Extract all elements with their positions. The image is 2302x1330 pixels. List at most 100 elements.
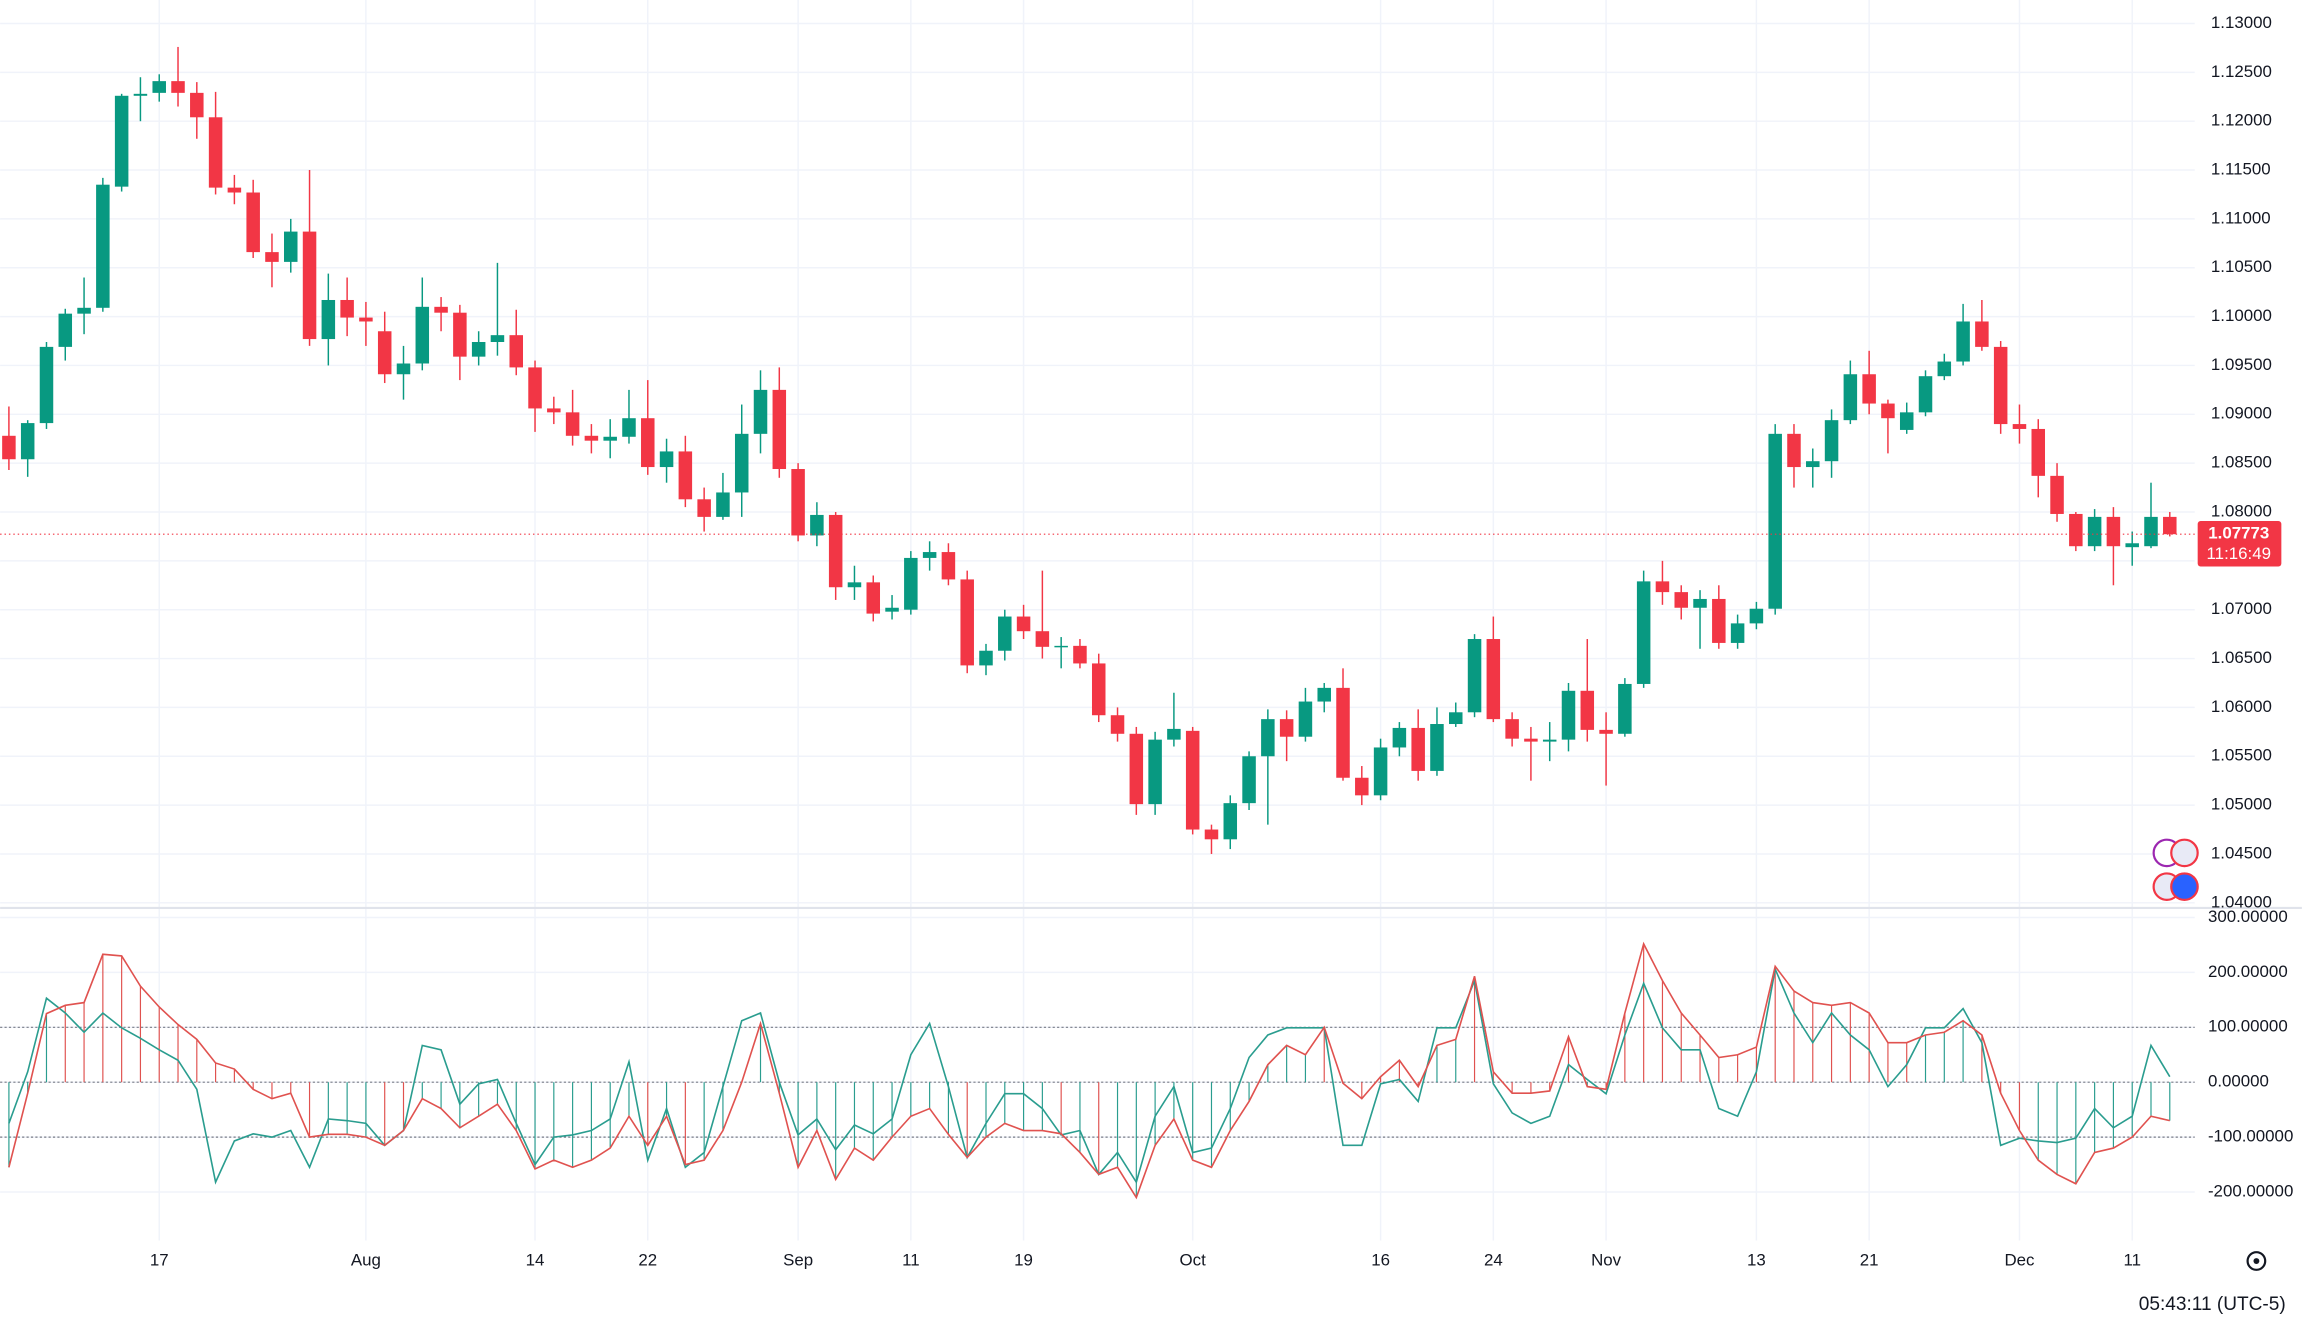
last-price-tag <box>2197 520 2282 567</box>
candle-body <box>2125 543 2139 548</box>
candle-body <box>1749 608 1764 624</box>
candle-body <box>1937 361 1952 377</box>
candle-body <box>1317 687 1331 702</box>
candle-body <box>1918 376 1933 413</box>
candle-body <box>1730 623 1745 643</box>
candle-body <box>1599 729 1613 734</box>
y-tick-label: 1.04000 <box>2211 892 2272 911</box>
x-tick-label: Sep <box>783 1250 813 1269</box>
candle-body <box>678 451 693 500</box>
candle-body <box>1636 581 1651 684</box>
candle-body <box>659 451 674 468</box>
candle-body <box>58 313 73 347</box>
candle-body <box>2 435 16 460</box>
candle-body <box>321 299 336 340</box>
candle-body <box>1768 433 1782 609</box>
candle-body <box>960 579 974 666</box>
x-tick-label: Nov <box>1591 1250 1622 1269</box>
candle-body <box>1355 777 1369 796</box>
x-tick-label: 19 <box>1014 1250 1033 1269</box>
candle-body <box>1524 738 1538 742</box>
y-tick-label: 1.12500 <box>2211 62 2272 81</box>
candle-body <box>471 341 486 357</box>
y-tick-label: 1.10500 <box>2211 257 2272 276</box>
candle-body <box>1054 645 1068 648</box>
gear-icon[interactable] <box>2246 1251 2267 1271</box>
x-tick-label: Aug <box>351 1250 381 1269</box>
flag-icon[interactable] <box>2170 872 2199 901</box>
y-tick-label: 1.12000 <box>2211 111 2272 130</box>
candle-body <box>828 514 843 588</box>
y-tick-label: 300.00000 <box>2208 907 2288 926</box>
candle-body <box>1298 701 1313 737</box>
candle-body <box>1373 747 1388 796</box>
candle-body <box>1542 739 1557 742</box>
x-tick-label: 17 <box>150 1250 169 1269</box>
candle-body <box>1787 433 1801 468</box>
y-tick-label: -100.00000 <box>2208 1127 2293 1146</box>
candle-body <box>415 306 430 364</box>
candle-body <box>641 418 655 468</box>
candle-body <box>998 616 1012 651</box>
candle-body <box>922 552 937 558</box>
candle-body <box>453 312 467 357</box>
candle-body <box>1392 727 1407 748</box>
candle-body <box>622 418 636 437</box>
y-tick-label: 200.00000 <box>2208 962 2288 981</box>
candle-body <box>1336 687 1350 778</box>
candle-body <box>1185 730 1200 830</box>
y-tick-label: 1.04500 <box>2211 843 2272 862</box>
candle-body <box>359 317 373 322</box>
candle-body <box>1712 598 1726 643</box>
candle-body <box>490 335 505 342</box>
candle-body <box>716 492 730 517</box>
candle-body <box>509 335 523 368</box>
y-tick-label: 1.13000 <box>2211 13 2272 32</box>
x-tick-label: Dec <box>2004 1250 2034 1269</box>
candle-body <box>734 433 749 493</box>
candle-body <box>1467 639 1482 713</box>
clock: 05:43:11 (UTC-5) <box>2139 1294 2286 1315</box>
candle-body <box>697 499 711 517</box>
candle-body <box>396 363 411 375</box>
candle-body <box>2031 428 2046 476</box>
candle-body <box>114 95 129 187</box>
flag-icon[interactable] <box>2170 838 2199 868</box>
candle-body <box>2069 513 2083 547</box>
candle-body <box>1411 727 1425 771</box>
candle-body <box>284 231 298 262</box>
candle-body <box>753 389 768 434</box>
candle-body <box>434 306 448 313</box>
candle-body <box>1806 461 1820 468</box>
candle-body <box>1618 683 1632 734</box>
candle-body <box>1486 639 1501 720</box>
y-tick-label: 1.08000 <box>2211 501 2272 520</box>
candle-body <box>2087 516 2102 547</box>
candle-body <box>96 184 110 308</box>
gear-center <box>2253 1258 2260 1264</box>
candle-body <box>1242 756 1256 804</box>
candle-body <box>791 469 805 536</box>
candle-body <box>904 557 918 610</box>
candle-body <box>528 367 542 409</box>
candle-body <box>1824 420 1839 462</box>
candle-body <box>1993 346 2008 425</box>
candle-body <box>1129 733 1144 805</box>
candle-body <box>265 252 279 262</box>
y-tick-label: 1.05000 <box>2211 795 2272 814</box>
x-tick-label: 22 <box>638 1250 657 1269</box>
candle-body <box>547 408 561 413</box>
oscillator-line <box>8 966 2171 1185</box>
y-tick-label: 1.05500 <box>2211 746 2272 765</box>
x-tick-label: 24 <box>1484 1250 1503 1269</box>
oscillator-line <box>8 941 2170 1200</box>
candle-body <box>603 436 617 441</box>
candle-body <box>885 607 899 612</box>
candle-body <box>2050 475 2064 514</box>
x-tick-label: 11 <box>902 1250 920 1269</box>
candle-body <box>866 582 881 614</box>
settings-button[interactable] <box>2246 1251 2267 1271</box>
